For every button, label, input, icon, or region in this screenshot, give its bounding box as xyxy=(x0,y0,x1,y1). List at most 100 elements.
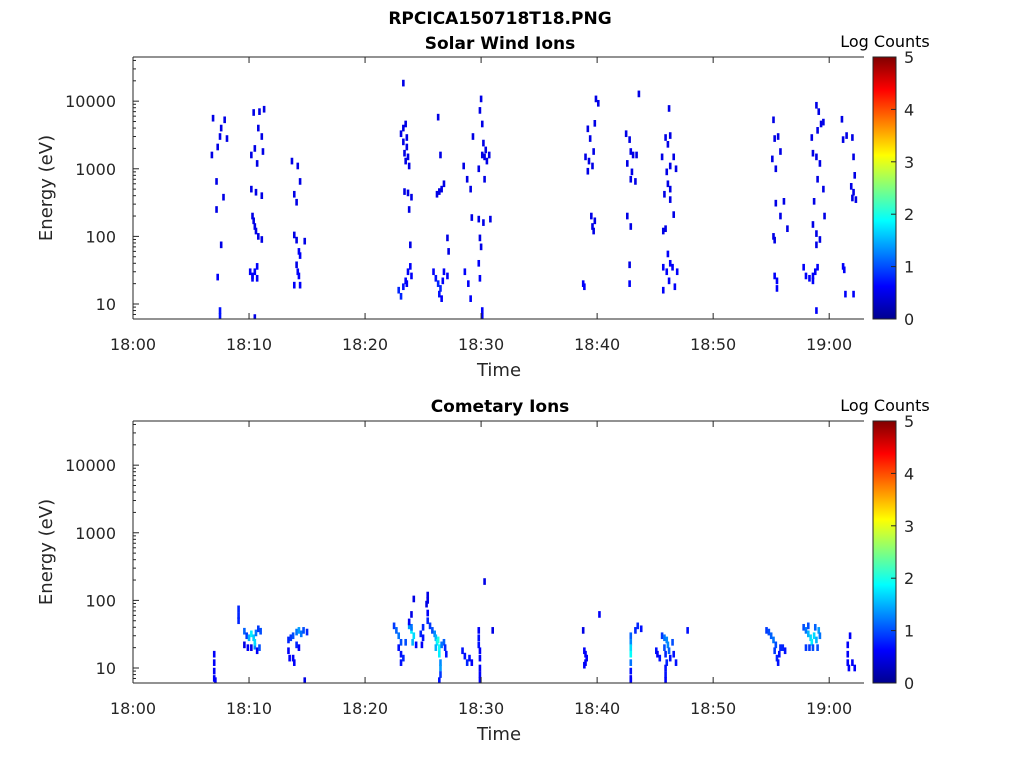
spectrogram-cell xyxy=(637,90,641,98)
spectrogram-cell xyxy=(672,153,676,161)
spectrogram-cell xyxy=(421,623,425,631)
spectrogram-cell xyxy=(410,611,413,618)
spectrogram-cell xyxy=(808,274,811,282)
spectrogram-cell xyxy=(470,214,474,221)
spectrogram-cell xyxy=(663,644,666,651)
spectrogram-cell xyxy=(404,157,407,165)
spectrogram-cell xyxy=(631,151,635,159)
spectrogram-cell xyxy=(439,285,442,292)
spectrogram-cell xyxy=(485,157,489,165)
spectrogram-cell xyxy=(672,211,676,218)
spectrogram-cell xyxy=(665,168,669,176)
spectrogram-cell xyxy=(818,236,822,243)
spectrogram-cell xyxy=(253,223,257,230)
spectrogram-cell xyxy=(252,634,255,642)
spectrogram-cell xyxy=(815,153,818,161)
spectrogram-cell xyxy=(237,617,240,625)
spectrogram-cell xyxy=(212,659,216,666)
panel-1: 18:00 18:10 18:20 18:30 18:40 18:50 19:0010100… xyxy=(36,396,930,745)
spectrogram-cell xyxy=(258,644,261,651)
spectrogram-cell xyxy=(402,283,405,291)
spectrogram-cell xyxy=(292,231,296,239)
y-tick-label: 100 xyxy=(85,591,116,610)
spectrogram-cell xyxy=(435,190,439,198)
spectrogram-cell xyxy=(815,230,818,237)
spectrogram-cell xyxy=(295,261,298,269)
spectrogram-cell xyxy=(409,241,412,249)
x-tick-label: 18:20 xyxy=(342,699,388,718)
x-tick-label: 18:20 xyxy=(342,335,388,354)
spectrogram-cell xyxy=(779,148,782,155)
spectrogram-cell xyxy=(479,243,483,251)
spectrogram-cell xyxy=(674,659,678,666)
colorbar-tick-label: 4 xyxy=(904,100,914,119)
spectrogram-cell xyxy=(598,611,601,618)
spectrogram-cell xyxy=(854,196,858,203)
spectrogram-cell xyxy=(674,165,678,173)
spectrogram-cell xyxy=(414,641,418,649)
spectrogram-cell xyxy=(299,630,303,638)
panel-title: Cometary Ions xyxy=(431,397,570,417)
spectrogram-cell xyxy=(298,252,302,259)
spectrogram-cell xyxy=(581,627,585,634)
spectrogram-cell xyxy=(480,120,484,128)
colorbar-label: Log Counts xyxy=(840,396,930,415)
x-axis-label: Time xyxy=(476,724,521,745)
spectrogram-cell xyxy=(291,632,295,640)
spectrogram-cell xyxy=(807,622,810,630)
x-tick-label: 19:00 xyxy=(806,699,852,718)
spectrogram-cell xyxy=(628,280,631,287)
spectrogram-cell xyxy=(405,134,409,141)
spectrogram-cell xyxy=(483,175,486,183)
spectrogram-cell xyxy=(819,120,823,128)
spectrogram-cell xyxy=(851,659,854,666)
spectrogram-cell xyxy=(811,644,815,651)
spectrogram-cell xyxy=(841,263,845,270)
spectrogram-cell xyxy=(626,160,629,167)
spectrogram-cell xyxy=(292,659,296,666)
spectrogram-cell xyxy=(629,677,633,683)
spectrogram-cell xyxy=(665,268,669,276)
spectrogram-cell xyxy=(664,134,667,141)
panel-title: Solar Wind Ions xyxy=(425,34,576,54)
spectrogram-cell xyxy=(583,647,586,655)
spectrogram-cell xyxy=(630,168,634,176)
spectrogram-cell xyxy=(425,600,428,608)
spectrogram-cell xyxy=(853,664,857,672)
spectrogram-cell xyxy=(626,212,629,220)
spectrogram-cell xyxy=(822,118,825,126)
x-tick-label: 18:50 xyxy=(690,699,736,718)
spectrogram-cell xyxy=(411,638,414,646)
spectrogram-cell xyxy=(478,664,482,672)
spectrogram-cell xyxy=(433,630,436,638)
spectrogram-cell xyxy=(478,671,482,678)
y-axis-label: Energy (eV) xyxy=(36,499,57,605)
spectrogram-cell xyxy=(402,138,405,146)
spectrogram-cell xyxy=(397,644,401,651)
spectrogram-cell xyxy=(841,136,845,143)
spectrogram-cell xyxy=(225,135,229,142)
colorbar-tick-label: 4 xyxy=(904,464,914,483)
spectrogram-cell xyxy=(237,612,240,619)
spectrogram-cell xyxy=(465,659,469,666)
spectrogram-cell xyxy=(477,165,481,173)
spectrogram-cell xyxy=(210,151,214,159)
y-tick-label: 1000 xyxy=(75,160,116,179)
spectrogram-cell xyxy=(212,667,216,675)
spectrogram-cell xyxy=(815,241,818,249)
spectrogram-cell xyxy=(215,178,218,185)
spectrogram-cell xyxy=(672,650,676,658)
spectrogram-cell xyxy=(439,659,442,666)
spectrogram-cell xyxy=(666,250,670,258)
spectrogram-cell xyxy=(303,237,307,245)
spectrogram-cell xyxy=(628,136,631,143)
spectrogram-cell xyxy=(219,124,223,132)
spectrogram-cell xyxy=(809,634,812,642)
spectrogram-cell xyxy=(591,223,594,230)
spectrogram-cell xyxy=(592,148,595,155)
spectrogram-cell xyxy=(410,193,413,201)
spectrogram-cell xyxy=(671,263,674,271)
spectrogram-cell xyxy=(305,628,309,636)
colorbar-tick-label: 0 xyxy=(904,674,914,693)
